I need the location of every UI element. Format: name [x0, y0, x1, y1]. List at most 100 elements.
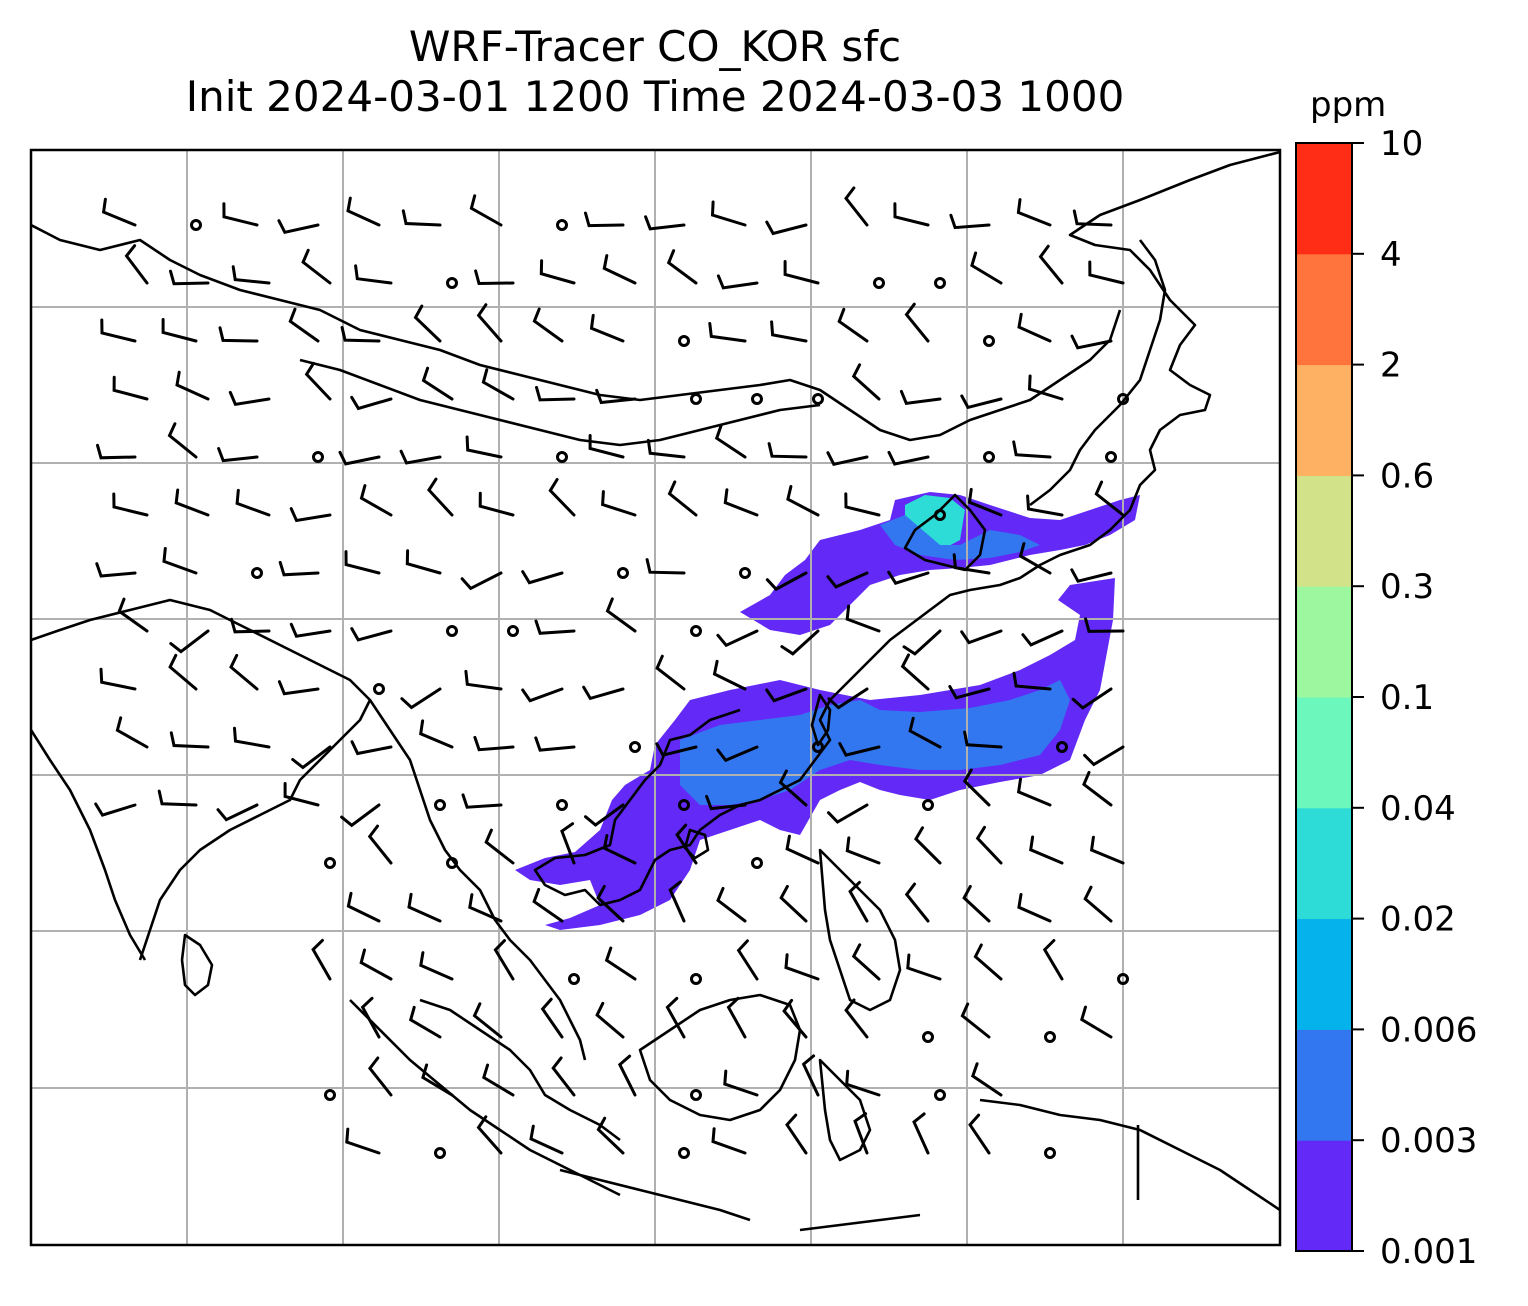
wind-barb	[551, 1056, 576, 1097]
wind-barb	[970, 251, 1003, 285]
wind-barb	[346, 891, 381, 923]
wind-barb	[827, 803, 869, 824]
calm-wind-circle	[690, 973, 702, 985]
wind-barb	[838, 742, 881, 757]
wind-barb	[708, 322, 747, 343]
colorbar-segment	[1296, 143, 1352, 255]
wind-barb	[469, 194, 503, 227]
wind-barb	[277, 219, 320, 235]
wind-barb	[668, 880, 686, 923]
wind-barb	[217, 447, 259, 463]
wind-barb	[529, 1124, 564, 1155]
wind-barb	[904, 882, 930, 923]
coast-borneo	[638, 993, 802, 1122]
wind-barb	[899, 389, 942, 406]
calm-wind-circle	[934, 277, 946, 289]
colorbar-segment	[1296, 807, 1352, 920]
wind-barb	[602, 834, 637, 865]
wind-barb	[893, 202, 930, 227]
wind-barb	[765, 571, 808, 592]
wind-barb	[350, 740, 393, 756]
wind-barb	[645, 558, 686, 575]
wind-barb	[844, 998, 869, 1039]
wind-barb	[283, 782, 320, 807]
colorbar-tick-label: 0.006	[1380, 1010, 1477, 1050]
wind-barb	[169, 629, 210, 654]
colorbar-tick-label: 4	[1380, 235, 1402, 275]
wind-barb	[973, 943, 1003, 981]
colorbar-segment	[1296, 1029, 1352, 1141]
wind-barb	[228, 390, 271, 406]
wind-barb	[1026, 494, 1064, 517]
wind-barb	[94, 802, 137, 817]
calm-wind-circle	[1105, 451, 1117, 463]
calm-wind-circle	[690, 1089, 702, 1101]
colorbar-tick-label: 0.3	[1380, 567, 1434, 607]
wind-barb	[665, 996, 686, 1039]
wind-barb	[712, 659, 747, 691]
coast-hainan	[683, 828, 710, 860]
wind-barb	[908, 716, 942, 749]
wind-barb	[112, 492, 149, 517]
calm-wind-circle	[812, 741, 824, 753]
wind-barb	[1016, 198, 1052, 227]
wind-barb	[399, 449, 442, 465]
wind-barb	[521, 687, 564, 703]
wind-barb	[887, 570, 930, 585]
coast-korea	[903, 493, 987, 572]
wind-barb	[655, 654, 686, 691]
wind-barb	[1071, 687, 1113, 710]
wind-barb	[344, 550, 381, 575]
calm-wind-circle	[922, 799, 934, 811]
wind-barb	[216, 803, 259, 822]
wind-barb	[779, 884, 808, 923]
wind-barb	[101, 197, 137, 227]
colorbar-segment	[1296, 586, 1352, 698]
colorbar-segment	[1296, 364, 1352, 476]
wind-barb	[1072, 209, 1113, 227]
wind-barb	[1088, 260, 1125, 285]
wind-barb	[1042, 939, 1064, 981]
colorbar-tick-label: 10	[1380, 124, 1423, 164]
wind-barb	[346, 196, 381, 227]
wind-barb	[723, 1069, 759, 1097]
calm-wind-circle	[373, 683, 385, 695]
wind-barb	[230, 617, 271, 634]
wind-barb	[826, 451, 869, 467]
wind-barb	[595, 1001, 625, 1039]
calm-wind-circle	[312, 451, 324, 463]
calm-wind-circle	[678, 799, 690, 811]
wind-barb	[532, 887, 564, 923]
wind-barb	[408, 1005, 442, 1039]
wind-barb	[845, 836, 881, 865]
coast-philippines	[818, 848, 902, 1012]
calm-wind-circle	[739, 567, 751, 579]
wind-barb	[714, 424, 747, 459]
wind-barb	[161, 318, 198, 343]
wind-barb	[975, 825, 1003, 865]
map-title: WRF-Tracer CO_KOR sfc Init 2024-03-01 12…	[30, 22, 1280, 122]
wind-barb	[465, 435, 503, 459]
tracer-plume-north-core-2	[880, 515, 1040, 560]
coastlines	[31, 150, 1280, 1232]
wind-barb	[601, 490, 637, 517]
wind-barb	[837, 307, 869, 343]
wind-barb	[167, 422, 198, 459]
wind-barb	[851, 943, 881, 981]
wind-barb	[532, 307, 564, 343]
wind-barb	[168, 653, 198, 691]
calm-wind-circle	[434, 1147, 446, 1159]
wind-barb	[229, 653, 259, 691]
wind-barb	[289, 507, 332, 523]
wind-barb	[845, 1069, 881, 1097]
calm-wind-circle	[1044, 1147, 1056, 1159]
wind-barb	[801, 1054, 820, 1097]
wind-barb	[778, 769, 808, 807]
wind-barb	[960, 629, 1003, 645]
gridlines	[31, 150, 1280, 1245]
wind-barb	[584, 211, 625, 228]
wind-barb	[584, 803, 625, 827]
wind-barb	[401, 209, 442, 227]
wind-barb	[710, 200, 747, 227]
wind-barb	[705, 794, 747, 811]
